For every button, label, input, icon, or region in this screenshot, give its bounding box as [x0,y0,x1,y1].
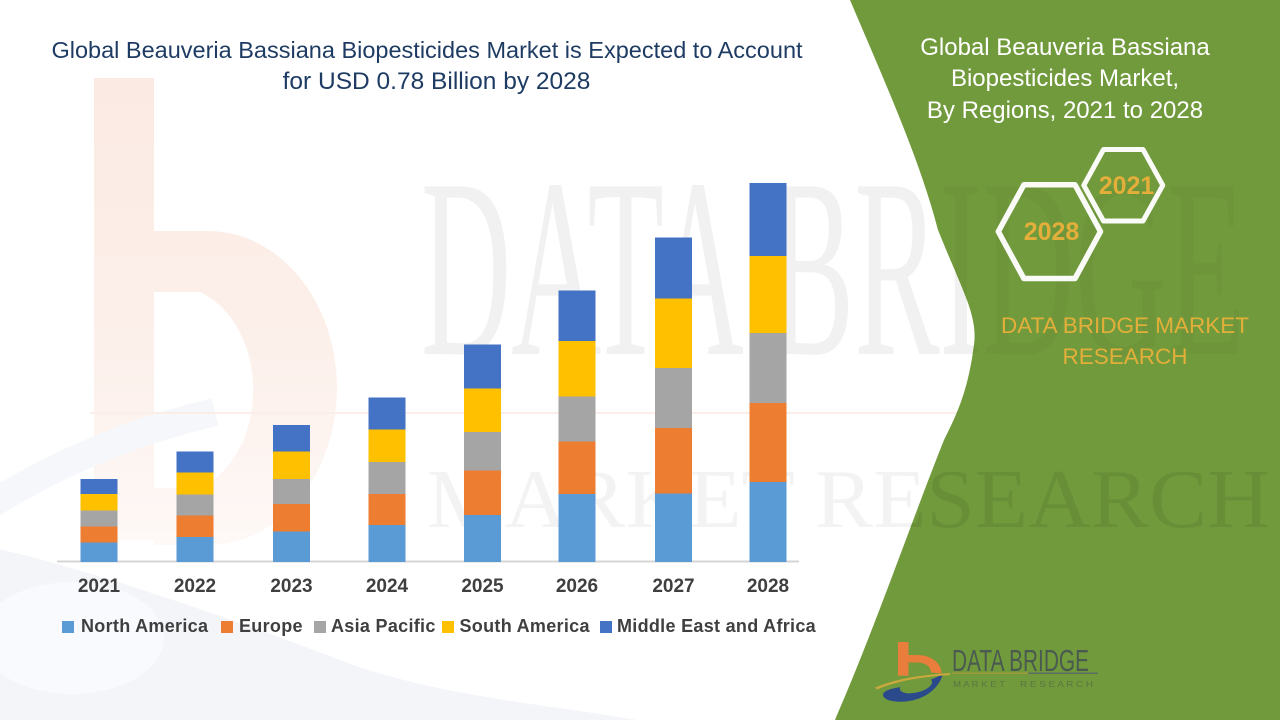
svg-text:M A R K E T: M A R K E T [953,679,1005,689]
svg-text:R E S E A R C H: R E S E A R C H [1020,679,1093,689]
svg-text:DATA BRIDGE: DATA BRIDGE [952,643,1089,678]
